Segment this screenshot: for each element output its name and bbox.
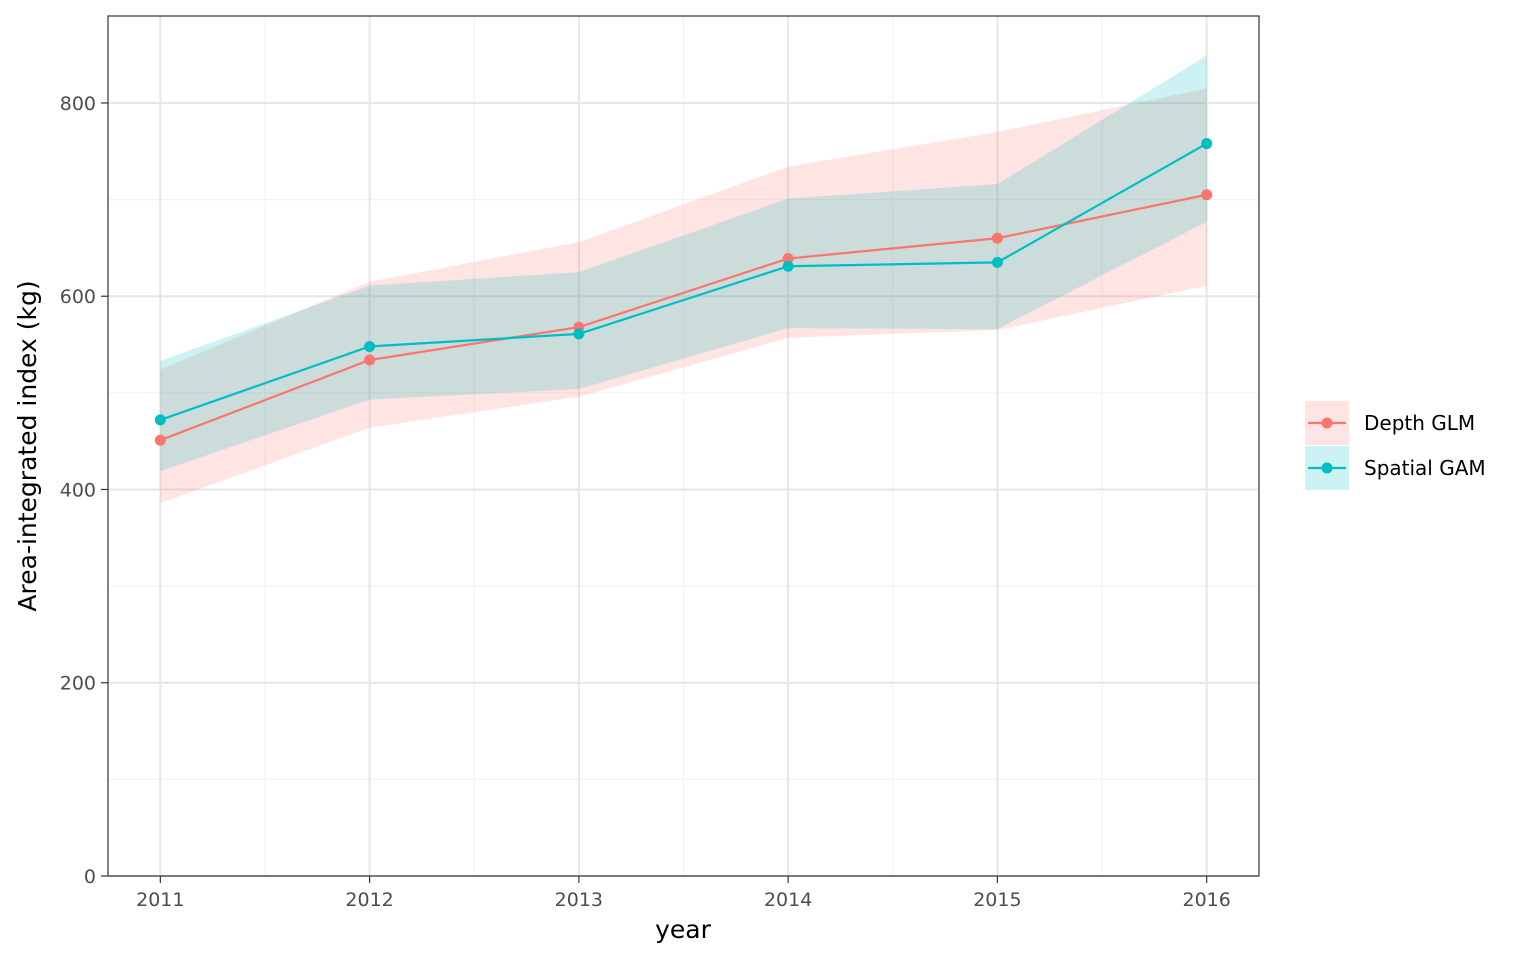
x-tick-label: 2015 — [973, 889, 1021, 911]
data-point-0-1 — [364, 354, 376, 366]
y-tick-label: 0 — [84, 866, 96, 888]
ribbon-1 — [160, 55, 1207, 472]
y-axis-title: Area-integrated index (kg) — [13, 280, 42, 611]
data-point-0-4 — [991, 232, 1003, 244]
data-point-1-3 — [782, 260, 794, 272]
y-tick-label: 400 — [60, 479, 96, 501]
x-axis-title: year — [655, 915, 711, 944]
x-tick-label: 2013 — [555, 889, 603, 911]
ribbon-0 — [160, 88, 1207, 504]
data-point-0-3 — [782, 253, 794, 265]
data-point-0-5 — [1201, 189, 1213, 201]
x-tick-label: 2016 — [1183, 889, 1231, 911]
plot-border — [107, 15, 1260, 877]
series-line-0 — [159, 193, 1207, 442]
x-axis-ticks: 2011 2012 2013 2014 2015 2016 — [136, 876, 1231, 911]
legend-label-0: Depth GLM — [1364, 411, 1475, 435]
x-tick-label: 2014 — [764, 889, 812, 911]
x-tick-label: 2011 — [136, 889, 184, 911]
data-point-1-4 — [991, 256, 1003, 268]
legend-key-point-1 — [1321, 462, 1333, 474]
legend-label-1: Spatial GAM — [1364, 456, 1486, 480]
legend-key-point-0 — [1321, 417, 1333, 429]
y-tick-label: 200 — [60, 673, 96, 695]
y-tick-label: 800 — [60, 93, 96, 115]
series-lines — [159, 142, 1208, 442]
data-point-1-0 — [154, 414, 166, 426]
y-axis-ticks: 0 200 400 600 800 — [60, 93, 108, 888]
y-tick-label: 600 — [60, 286, 96, 308]
legend: Depth GLM Spatial GAM — [1305, 401, 1486, 490]
x-tick-label: 2012 — [345, 889, 393, 911]
series-line-1 — [159, 142, 1208, 421]
data-point-0-0 — [154, 434, 166, 446]
confidence-ribbons — [160, 55, 1207, 504]
data-point-1-2 — [573, 328, 585, 340]
grid-minor — [108, 16, 1259, 876]
data-point-1-5 — [1201, 138, 1213, 150]
data-point-1-1 — [364, 340, 376, 352]
series-points — [154, 138, 1213, 446]
